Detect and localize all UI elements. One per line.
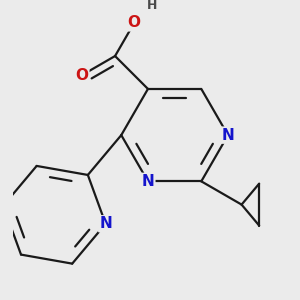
Text: O: O: [128, 15, 141, 30]
Text: O: O: [75, 68, 88, 83]
Text: N: N: [99, 216, 112, 231]
Text: N: N: [222, 128, 234, 142]
Text: H: H: [146, 0, 157, 12]
Text: N: N: [142, 174, 154, 189]
